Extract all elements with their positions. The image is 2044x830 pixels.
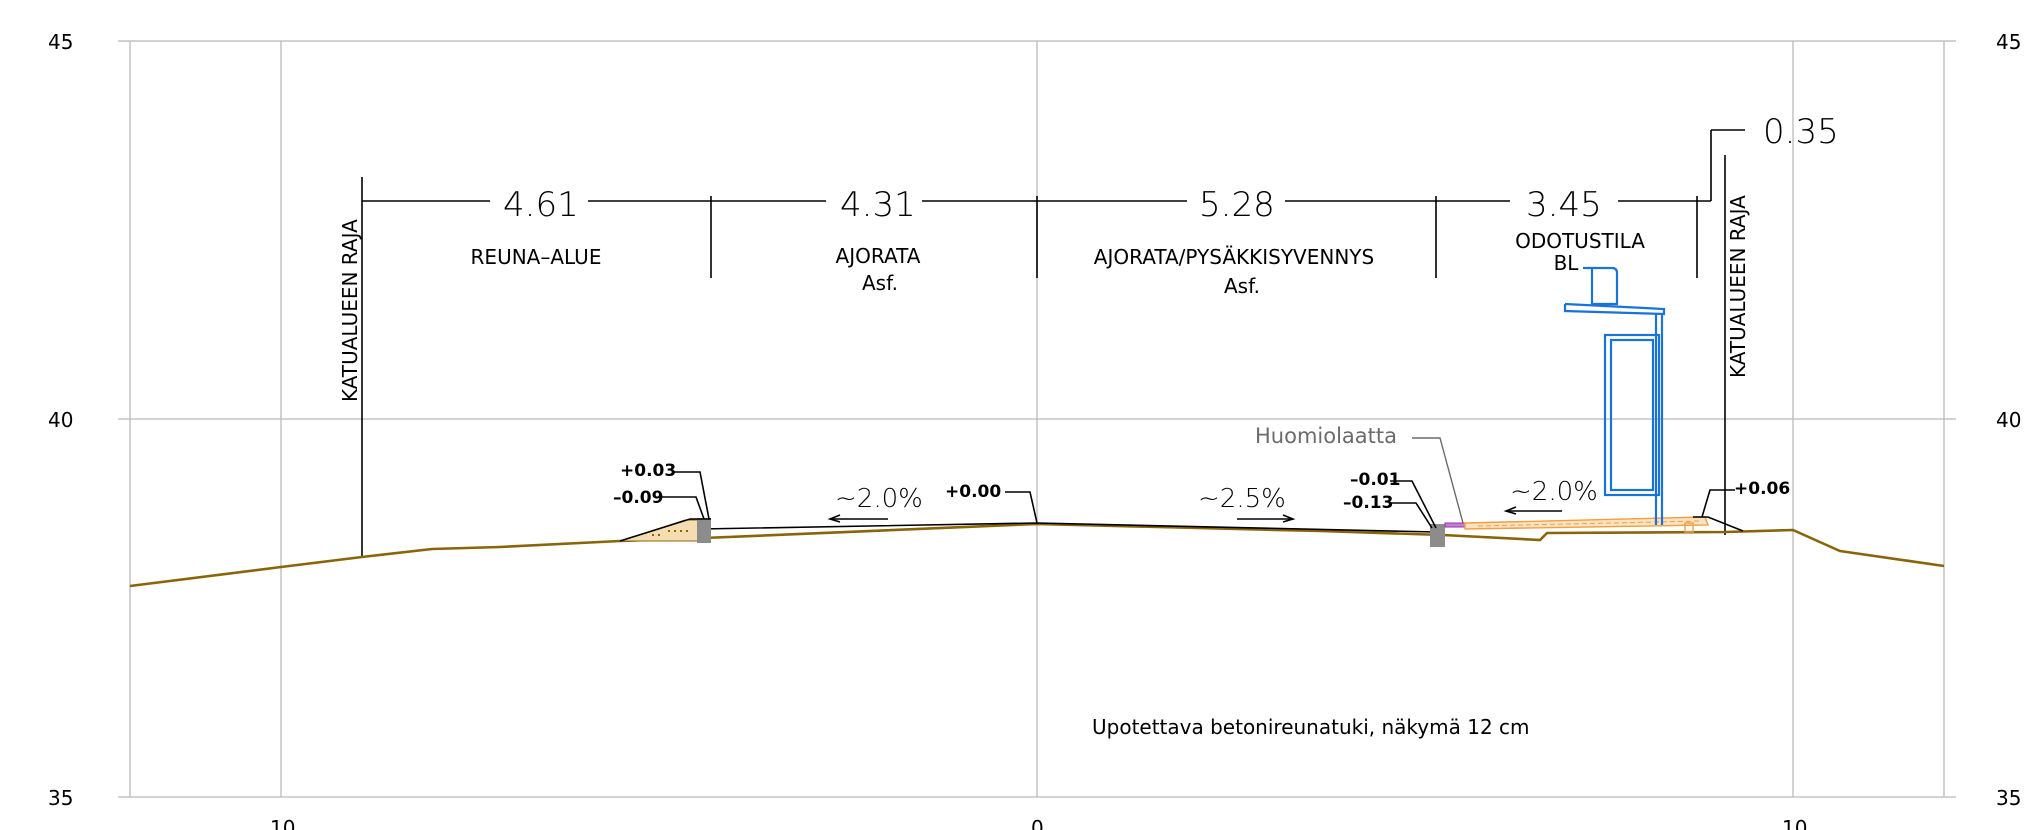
y-label-40-right: 40 — [1996, 408, 2021, 432]
area-odotustila-surface: BL — [1554, 251, 1580, 275]
elevation-left-top: +0.03 — [620, 461, 676, 481]
x-label-10-left: 10 — [270, 816, 295, 830]
dim-ajorata: 4.31 — [840, 185, 916, 225]
y-label-40-left: 40 — [48, 408, 73, 432]
area-odotustila: ODOTUSTILA — [1515, 229, 1645, 253]
elevation-leaders — [660, 437, 1735, 529]
note-curb: Upotettava betonireunatuki, näkymä 12 cm — [1092, 715, 1530, 739]
dimension-chain — [362, 129, 1745, 278]
slope-odotustila: ~2.0% — [1510, 477, 1598, 507]
left-curb — [619, 518, 711, 543]
bus-shelter-icon — [1563, 266, 1666, 525]
area-ajorata-surface: Asf. — [862, 271, 898, 295]
elevation-right-top: –0.01 — [1350, 470, 1400, 490]
slope-pysakki: ~2.5% — [1198, 484, 1286, 514]
y-label-45-right: 45 — [1996, 30, 2021, 54]
area-pysakki: AJORATA/PYSÄKKISYVENNYS — [1094, 245, 1374, 269]
slope-arrows — [827, 506, 1562, 523]
dim-extra: 0.35 — [1763, 112, 1839, 152]
note-huomiolaatta: Huomiolaatta — [1255, 424, 1397, 448]
area-pysakki-surface: Asf. — [1224, 274, 1260, 298]
dim-reuna-alue: 4.61 — [503, 185, 579, 225]
elevation-centre: +0.00 — [945, 482, 1001, 502]
x-label-0: 0 — [1031, 816, 1044, 830]
slope-ajorata: ~2.0% — [835, 484, 923, 514]
ground-line — [129, 522, 1945, 588]
boundary-label-left: KATUALUEEN RAJA — [338, 219, 362, 402]
grid — [118, 40, 1956, 798]
dim-pysakki: 5.28 — [1199, 185, 1275, 225]
elevation-far-right: +0.06 — [1734, 479, 1790, 499]
y-label-45-left: 45 — [48, 30, 73, 54]
x-label-10-right: 10 — [1782, 816, 1807, 830]
area-ajorata: AJORATA — [836, 244, 921, 268]
dim-odotustila: 3.45 — [1526, 185, 1602, 225]
y-label-35-right: 35 — [1996, 786, 2021, 810]
elevation-left-bottom: –0.09 — [613, 488, 663, 508]
y-label-35-left: 35 — [48, 786, 73, 810]
boundary-label-right: KATUALUEEN RAJA — [1726, 195, 1750, 378]
elevation-right-bottom: –0.13 — [1343, 493, 1393, 513]
area-reuna-alue: REUNA–ALUE — [471, 245, 602, 269]
